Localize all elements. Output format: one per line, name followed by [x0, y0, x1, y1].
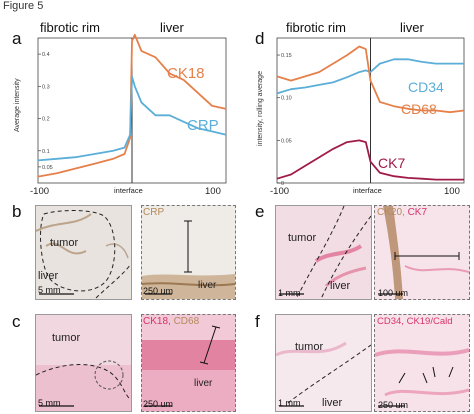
panel-c-stain-cd68: CD68	[173, 316, 200, 327]
panel-e-scale-right: 100 um	[378, 288, 409, 298]
panel-c-overview-image	[35, 314, 132, 412]
panel-f-scale-left: 1 mm	[278, 398, 301, 408]
panel-b-overview-image	[35, 205, 132, 300]
panel-c-scale-right: 250 um	[143, 399, 174, 409]
panel-b-zoom-drawing	[142, 220, 235, 299]
panel-f-overview-image	[275, 314, 372, 412]
panel-b-zoom-tissue: liver	[198, 280, 217, 291]
panel-b-tissue-tumor: tumor	[50, 237, 79, 249]
chart-a-ytick-label: 0.3	[42, 84, 50, 90]
panel-d-series-label-cd68: CD68	[401, 101, 437, 117]
panel-b-stain-crp: CRP	[143, 207, 165, 218]
chart-d-ytick-label: 0.15	[281, 53, 292, 59]
chart-a-ytick-label: 0.05	[42, 165, 53, 171]
chart-a-series-crp	[37, 75, 227, 162]
panel-c-stain-sep: ,	[168, 316, 174, 327]
panel-f-stain-sep-2: /	[430, 316, 433, 327]
panel-c-stain-ck18: CK18	[143, 316, 169, 327]
panel-c-letter: c	[12, 312, 21, 331]
panel-f-stain-label: CD34, CK19/Cald	[377, 316, 453, 327]
panel-d-region-right: liver	[400, 20, 424, 35]
panel-e-letter: e	[255, 202, 265, 221]
panel-e-stain-ck7: CK7	[407, 207, 428, 218]
panel-a-series-label-ck18: CK18	[167, 65, 205, 82]
chart-a-ytick-label: 0.4	[42, 52, 50, 58]
panel-f-zoom-drawing	[375, 348, 469, 407]
panel-e-zoom-drawing	[378, 206, 469, 299]
panel-a-region-right: liver	[160, 20, 184, 35]
panel-d-xtick-mid: interface	[353, 186, 382, 195]
panel-e-zoom-image	[374, 205, 470, 300]
panel-e-scale-left: 1 mm	[278, 288, 301, 298]
panel-b-scale-right: 250 um	[143, 286, 174, 296]
panel-b-letter: b	[12, 202, 22, 221]
panel-d-xtick-right: 100	[444, 186, 460, 197]
panel-f-tissue-tumor: tumor	[295, 341, 324, 353]
panel-a-xtick-right: 100	[205, 186, 221, 197]
panel-e-stain-label: CK20, CK7	[377, 207, 427, 218]
chart-d-series-cd68	[276, 45, 465, 114]
chart-a-ytick-label: 0.1	[42, 149, 50, 155]
panel-c-tissue-tumor: tumor	[52, 332, 81, 344]
panel-a-xtick-left: -100	[30, 186, 50, 197]
panel-b-zoom-image	[141, 205, 236, 300]
panel-f-stain-sep-1: ,	[401, 316, 407, 327]
panel-f-tissue-liver: liver	[322, 397, 343, 409]
panel-f-stain-cd34: CD34	[377, 316, 402, 327]
panel-b-overview-drawing	[36, 210, 131, 299]
panel-b-tissue-liver: liver	[38, 270, 59, 282]
panel-a-series-label-crp: CRP	[187, 117, 219, 134]
panel-c-zoom-image	[141, 314, 236, 412]
panel-f-overview-drawing	[276, 341, 371, 407]
panel-e-stain-ck20: CK20	[377, 207, 403, 218]
panel-c-stain-label: CK18, CD68	[143, 316, 199, 327]
chart-a-series-ck18	[37, 33, 227, 178]
panel-f-zoom-image	[374, 314, 470, 412]
panel-e-stain-sep: ,	[402, 207, 408, 218]
panel-c-overview-drawing	[36, 360, 131, 411]
panel-d-series-label-cd34: CD34	[408, 79, 444, 95]
chart-d-series-cd34	[276, 58, 464, 95]
panel-c-zoom-tissue: liver	[194, 378, 213, 389]
panel-d-letter: d	[255, 29, 265, 48]
panel-e-overview-image	[275, 205, 372, 300]
panel-c-scale-left: 5 mm	[38, 398, 61, 408]
figure-title: Figure 5	[3, 0, 44, 12]
panel-b-stain-label: CRP	[143, 207, 164, 218]
panel-a-xtick-mid: interface	[114, 186, 143, 195]
panel-d-region-left: fibrotic rim	[286, 20, 346, 35]
panel-e-tissue-tumor: tumor	[288, 232, 317, 244]
chart-d-ytick-label: 0	[281, 181, 284, 187]
panel-f-letter: f	[255, 312, 260, 331]
chart-d-ytick-label: 0.10	[281, 96, 292, 102]
panel-f-stain-ck19: CK19	[406, 316, 431, 327]
panel-b-scale-left: 5 mm	[38, 285, 61, 295]
panel-e-overview-drawing	[279, 206, 371, 299]
chart-d-ytick-label: 0.05	[281, 138, 292, 144]
panel-e-tissue-liver: liver	[330, 280, 351, 292]
panel-a-region-left: fibrotic rim	[40, 20, 100, 35]
panel-d-xtick-left: -100	[270, 186, 290, 197]
chart-a-ytick-label: 0.2	[42, 117, 50, 123]
panel-d-series-label-ck7: CK7	[378, 155, 406, 171]
chart-d-series-ck7	[276, 139, 464, 181]
panel-d-ylabel: intensity, rolling average	[257, 71, 264, 146]
panel-f-stain-cald: Cald	[432, 316, 453, 327]
panel-a-letter: a	[12, 29, 22, 48]
panel-f-scale-right: 250 um	[378, 400, 409, 410]
panel-c-zoom-drawing	[142, 325, 235, 411]
